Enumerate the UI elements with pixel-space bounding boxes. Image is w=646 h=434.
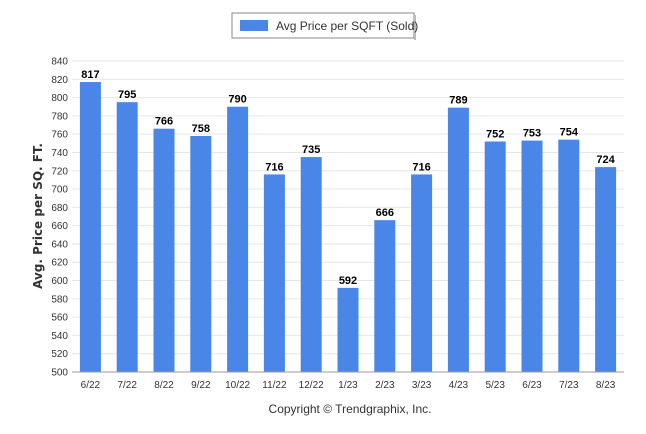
x-tick-label: 2/23 bbox=[375, 380, 395, 391]
bar bbox=[153, 128, 175, 372]
bar-value-label: 716 bbox=[412, 161, 430, 173]
y-tick-label: 560 bbox=[51, 313, 68, 324]
y-tick-label: 500 bbox=[51, 368, 68, 379]
bar-value-label: 753 bbox=[523, 128, 541, 140]
bar bbox=[484, 141, 506, 372]
y-axis-ticks: 500 520 540 560 580 600 620 640 660 680 700 720 740 7… bbox=[51, 57, 68, 379]
y-tick-label: 820 bbox=[51, 75, 68, 86]
y-tick-label: 840 bbox=[51, 57, 68, 68]
y-tick-label: 620 bbox=[51, 258, 68, 269]
bar bbox=[337, 287, 359, 372]
x-tick-label: 11/22 bbox=[262, 380, 287, 391]
y-tick-label: 540 bbox=[51, 331, 68, 342]
x-tick-label: 7/22 bbox=[117, 380, 137, 391]
legend: Avg Price per SQFT (Sold) bbox=[231, 12, 418, 40]
bar-value-label: 754 bbox=[560, 127, 579, 139]
bar bbox=[79, 82, 101, 372]
x-tick-label: 5/23 bbox=[485, 380, 505, 391]
bar bbox=[227, 106, 249, 372]
y-tick-label: 580 bbox=[51, 294, 68, 305]
bar bbox=[411, 174, 433, 372]
copyright: Copyright © Trendgraphix, Inc. bbox=[269, 402, 432, 416]
y-tick-label: 660 bbox=[51, 221, 68, 232]
bar-value-label: 790 bbox=[228, 94, 246, 106]
legend-shadow bbox=[414, 15, 416, 40]
y-tick-label: 680 bbox=[51, 203, 68, 214]
y-tick-label: 780 bbox=[51, 111, 68, 122]
bars bbox=[79, 82, 617, 373]
bar bbox=[374, 220, 396, 372]
bar bbox=[300, 157, 322, 372]
y-tick-label: 760 bbox=[51, 130, 68, 141]
x-tick-label: 6/23 bbox=[522, 380, 542, 391]
y-tick-label: 740 bbox=[51, 148, 68, 159]
y-tick-label: 600 bbox=[51, 276, 68, 287]
bar-value-label: 592 bbox=[339, 275, 357, 287]
bar bbox=[595, 167, 617, 372]
bar-value-label: 789 bbox=[449, 95, 467, 107]
bar-value-label: 795 bbox=[118, 89, 136, 101]
y-tick-label: 800 bbox=[51, 93, 68, 104]
bar-value-label: 666 bbox=[376, 207, 394, 219]
bar-value-label: 758 bbox=[192, 123, 210, 135]
y-tick-label: 520 bbox=[51, 349, 68, 360]
legend-label: Avg Price per SQFT (Sold) bbox=[276, 19, 418, 33]
bar-value-label: 735 bbox=[302, 144, 320, 156]
x-tick-label: 10/22 bbox=[225, 380, 250, 391]
bar bbox=[263, 174, 285, 372]
bar-value-label: 724 bbox=[596, 154, 615, 166]
bar-value-label: 817 bbox=[81, 69, 99, 81]
bar bbox=[190, 136, 212, 372]
x-tick-label: 8/23 bbox=[596, 380, 616, 391]
x-tick-label: 12/22 bbox=[299, 380, 324, 391]
x-axis-ticks: 6/22 7/22 8/22 9/22 10/22 11/22 12/22 1/23 2/23 3… bbox=[81, 380, 616, 391]
bar-value-label: 766 bbox=[155, 116, 173, 128]
bar-value-label: 716 bbox=[265, 161, 283, 173]
y-tick-label: 640 bbox=[51, 239, 68, 250]
x-tick-label: 7/23 bbox=[559, 380, 579, 391]
bar bbox=[521, 140, 543, 372]
bar bbox=[558, 139, 580, 372]
x-tick-label: 3/23 bbox=[412, 380, 432, 391]
x-tick-label: 9/22 bbox=[191, 380, 211, 391]
bar bbox=[116, 102, 138, 372]
x-tick-label: 4/23 bbox=[449, 380, 469, 391]
y-tick-label: 700 bbox=[51, 185, 68, 196]
y-axis-label: Avg. Price per SQ. FT. bbox=[31, 143, 45, 289]
data-labels: 817 795 766 758 790 716 735 592 666 716 789 752 753 7… bbox=[81, 69, 615, 287]
bar-value-label: 752 bbox=[486, 128, 504, 140]
x-tick-label: 6/22 bbox=[81, 380, 101, 391]
bar bbox=[447, 107, 469, 373]
x-tick-label: 8/22 bbox=[154, 380, 174, 391]
y-tick-label: 720 bbox=[51, 166, 68, 177]
x-tick-label: 1/23 bbox=[338, 380, 358, 391]
legend-swatch bbox=[240, 20, 268, 31]
